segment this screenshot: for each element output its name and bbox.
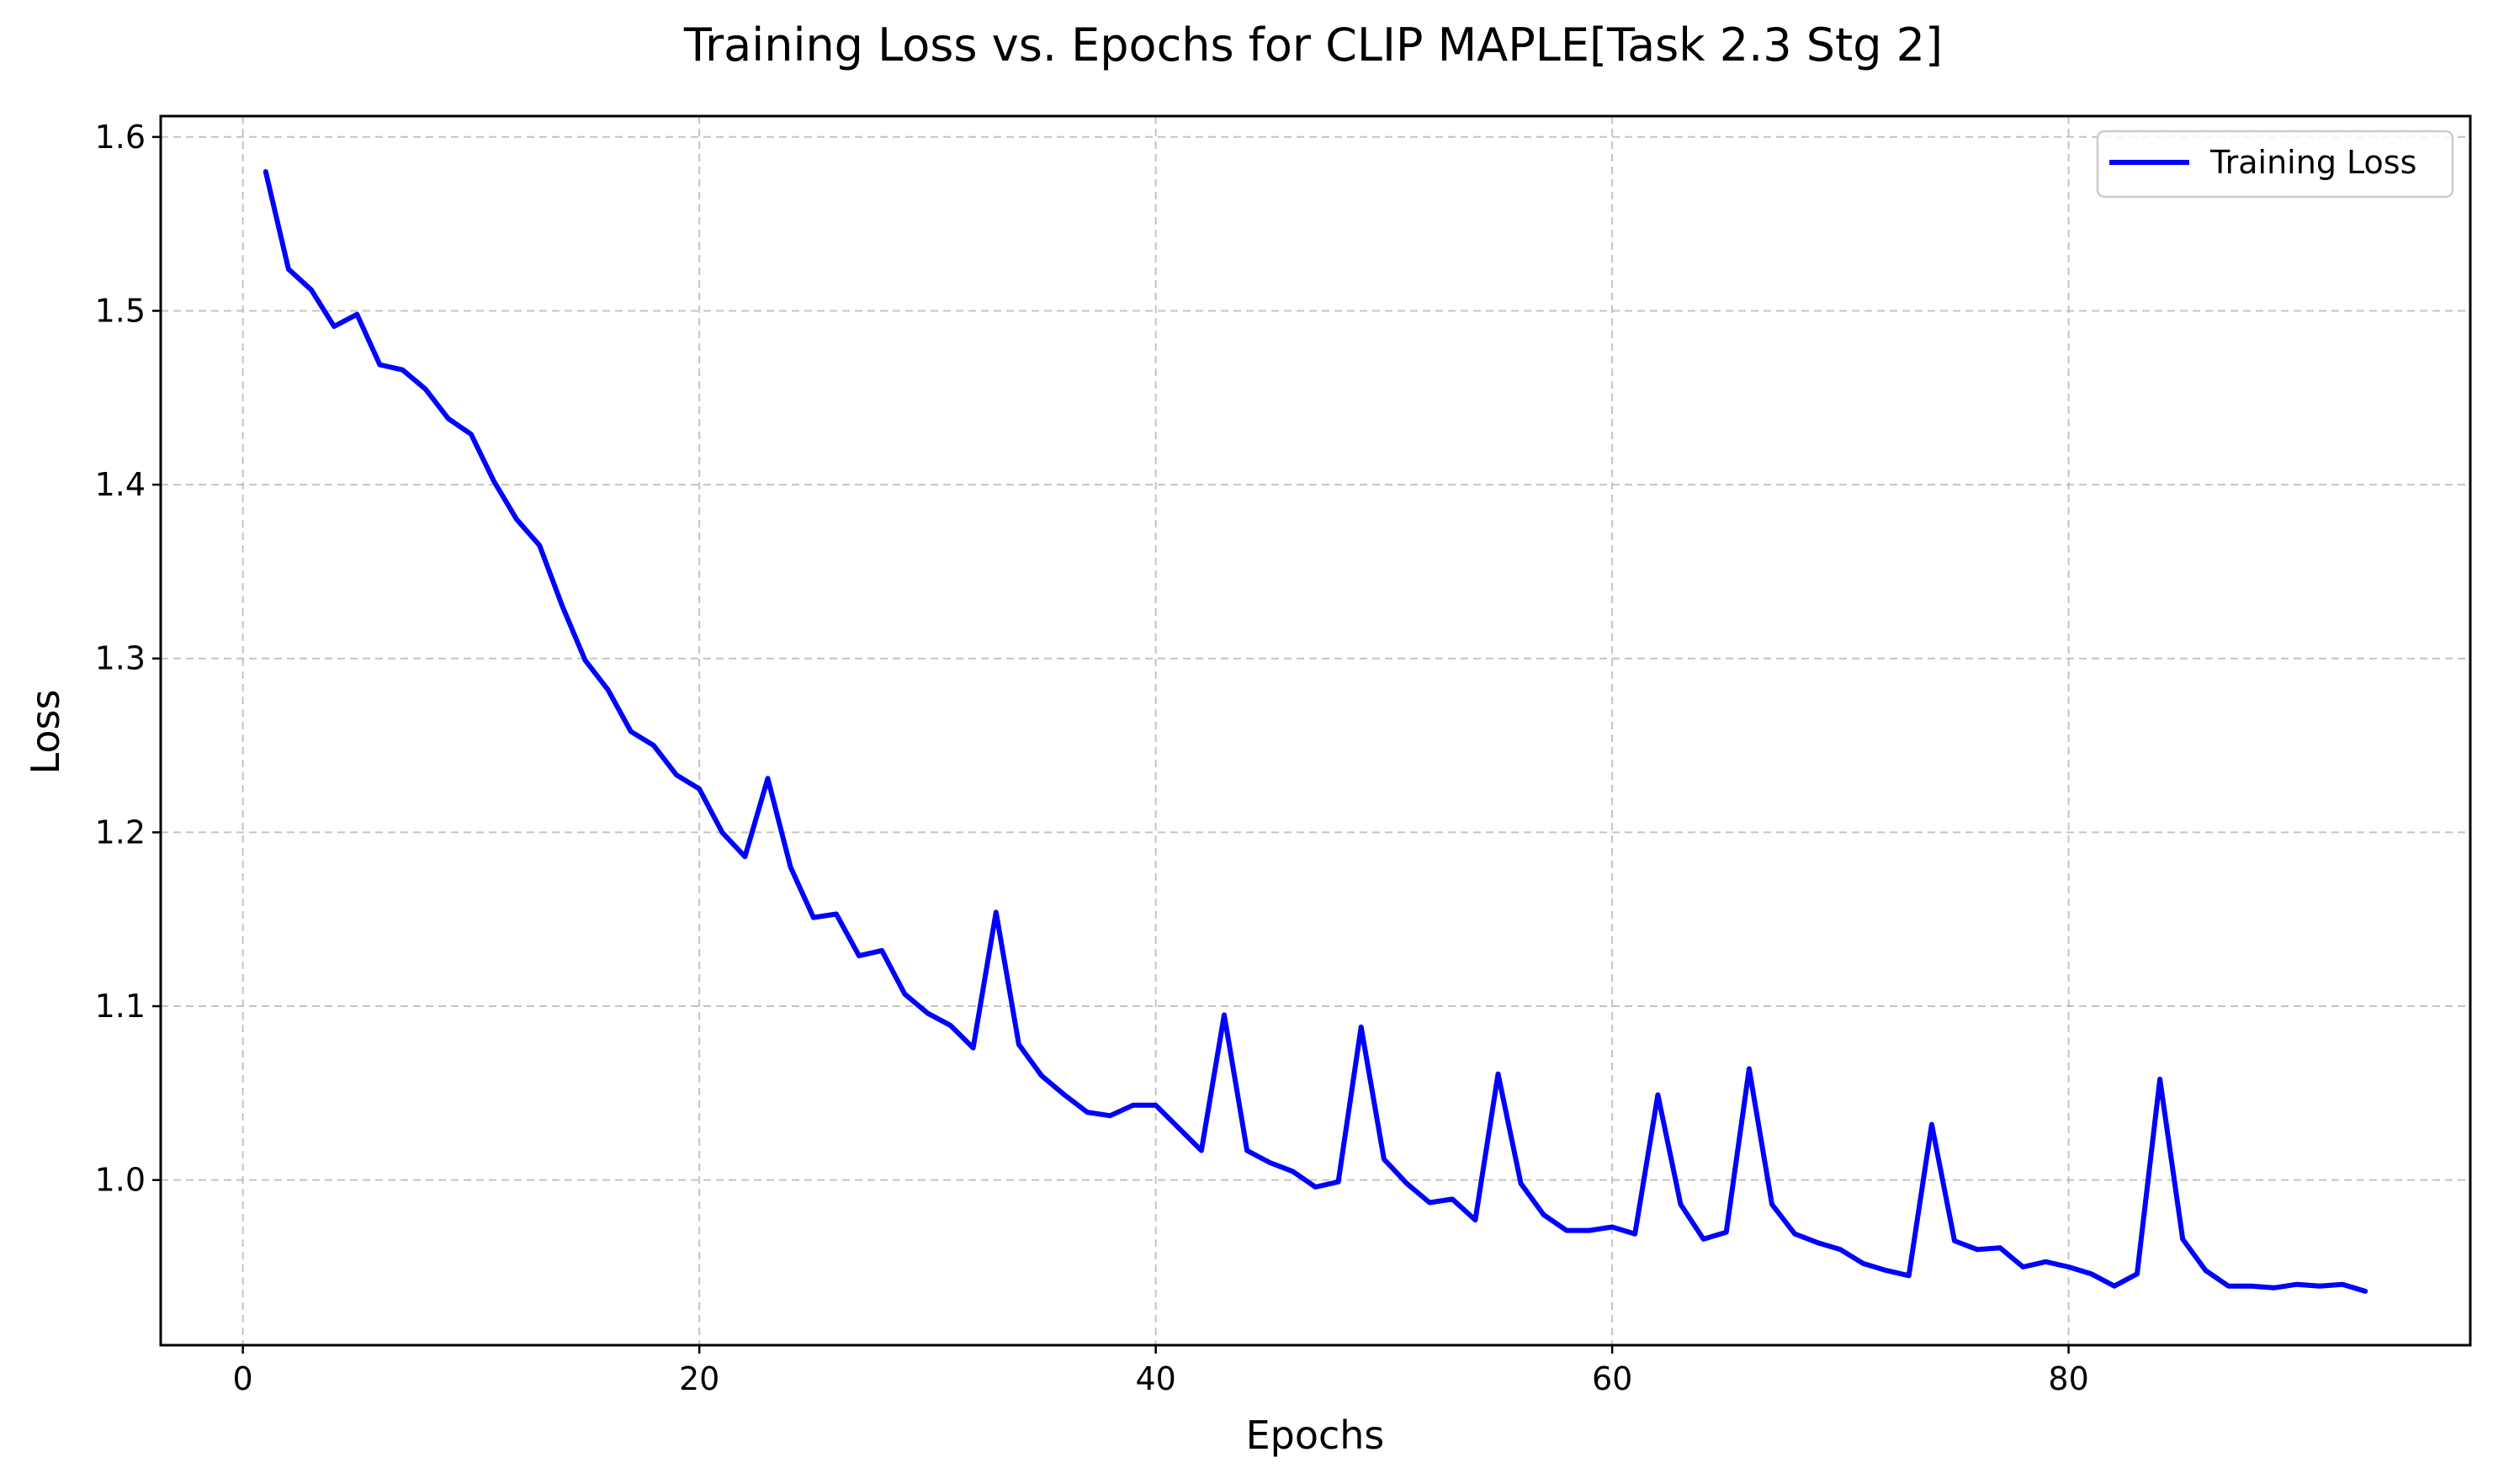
x-tick-label: 20 [679,1360,719,1397]
y-tick-label: 1.3 [95,640,146,677]
y-tick-label: 1.2 [95,814,146,851]
y-axis-ticks: 1.0 1.1 1.2 1.3 1.4 1.5 1.6 [95,119,161,1199]
y-tick-label: 1.0 [95,1162,146,1199]
plot-area-frame [159,114,2472,1347]
chart-title: Training Loss vs. Epochs for CLIP MAPLE[… [683,19,1943,72]
y-tick-label: 1.4 [95,466,146,503]
y-tick-label: 1.1 [95,988,146,1025]
x-axis-ticks: 0 20 40 60 80 [233,1345,2089,1397]
y-tick-label: 1.6 [95,119,146,156]
x-tick-label: 0 [233,1360,253,1397]
x-tick-label: 40 [1135,1360,1175,1397]
grid-lines [161,116,2470,1345]
training-loss-line [263,169,2368,1294]
x-axis-label: Epochs [1246,1412,1385,1458]
legend-box [2096,130,2454,199]
x-tick-label: 60 [1592,1360,1632,1397]
legend-label: Training Loss [2209,144,2416,181]
x-tick-label: 80 [2048,1360,2088,1397]
series-layer [263,169,2368,1294]
legend: Training Loss [2096,130,2454,199]
y-tick-label: 1.5 [95,292,146,329]
y-axis-label: Loss [23,690,68,775]
